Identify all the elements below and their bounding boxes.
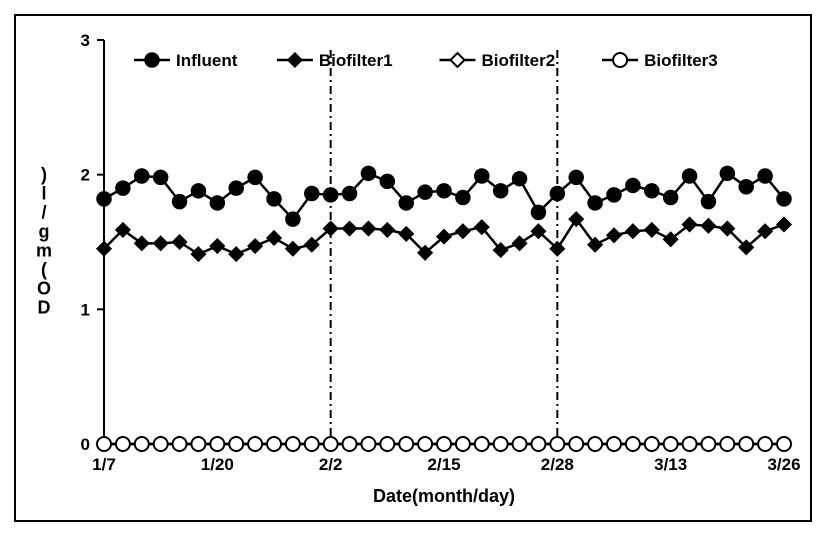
svg-text:/: / [41, 203, 46, 223]
svg-text:3/26: 3/26 [767, 455, 800, 474]
svg-text:2/28: 2/28 [541, 455, 574, 474]
svg-text:1/20: 1/20 [201, 455, 234, 474]
svg-text:l: l [41, 184, 46, 204]
svg-text:Influent: Influent [176, 51, 238, 70]
svg-text:D: D [38, 298, 51, 318]
svg-text:2: 2 [81, 166, 90, 185]
svg-text:Biofilter3: Biofilter3 [644, 51, 718, 70]
svg-text:(: ( [41, 260, 47, 280]
svg-text:m: m [36, 241, 52, 261]
svg-text:2/2: 2/2 [319, 455, 343, 474]
chart-frame: 0 1 2 3 1/7 1/20 2/2 2/15 2/28 3/13 3/26 Date(month… [14, 14, 812, 522]
svg-text:O: O [37, 279, 51, 299]
svg-text:Date(month/day): Date(month/day) [373, 486, 515, 506]
chart-svg: 0 1 2 3 1/7 1/20 2/2 2/15 2/28 3/13 3/26 Date(month… [16, 16, 810, 520]
svg-text:1: 1 [81, 300, 90, 319]
svg-text:3: 3 [81, 31, 90, 50]
svg-text:0: 0 [81, 435, 90, 454]
svg-text:Biofilter1: Biofilter1 [319, 51, 393, 70]
outer-frame: 0 1 2 3 1/7 1/20 2/2 2/15 2/28 3/13 3/26 Date(month… [0, 0, 826, 536]
svg-text:): ) [41, 165, 47, 185]
svg-text:Biofilter2: Biofilter2 [481, 51, 555, 70]
svg-text:3/13: 3/13 [654, 455, 687, 474]
svg-text:2/15: 2/15 [427, 455, 460, 474]
svg-text:1/7: 1/7 [92, 455, 116, 474]
svg-text:g: g [39, 222, 50, 242]
